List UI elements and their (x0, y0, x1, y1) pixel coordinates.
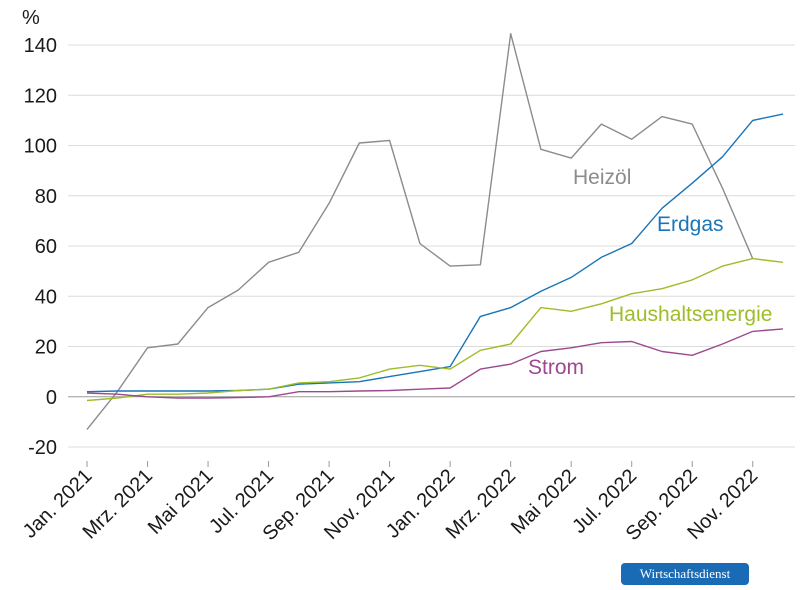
x-tick-label: Mai 2022 (507, 465, 581, 539)
series-line-heizöl (86, 33, 754, 430)
y-tick-label: 100 (24, 136, 57, 158)
y-tick-label: 0 (46, 387, 57, 409)
y-tick-label: 20 (35, 337, 57, 359)
y-tick-label: 60 (35, 236, 57, 258)
y-axis: -20 0 20 40 60 80 100 120 140 (24, 35, 57, 459)
y-tick-label: 80 (35, 186, 57, 208)
series-label-strom: Strom (528, 356, 584, 379)
series-lines (86, 33, 784, 430)
y-unit-label: % (22, 7, 40, 29)
series-labels: Heizöl Erdgas Haushaltsenergie Strom (528, 166, 772, 379)
series-label-heizöl: Heizöl (573, 166, 631, 189)
y-tick-label: 140 (24, 35, 57, 57)
publisher-badge: Wirtschaftsdienst (621, 563, 749, 585)
series-line-haushaltsenergie (86, 257, 784, 402)
grid (68, 44, 795, 448)
y-tick-label: -20 (28, 437, 57, 459)
y-tick-label: 120 (24, 85, 57, 107)
series-line-strom (86, 328, 784, 399)
x-tick-label: Mai 2021 (144, 465, 218, 539)
series-label-haushaltsenergie: Haushaltsenergie (609, 303, 772, 326)
y-tick-label: 40 (35, 286, 57, 308)
series-label-erdgas: Erdgas (657, 213, 724, 236)
series-line-erdgas (86, 113, 784, 393)
